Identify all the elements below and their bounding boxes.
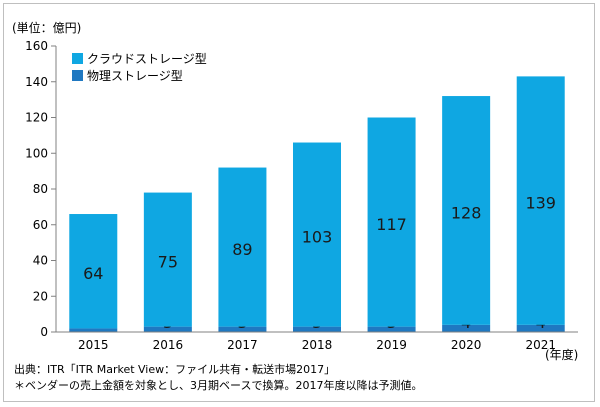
bars: 2643753893103311741284139 [69,76,565,332]
x-axis: 2015 2016 2017 2018 2019 2020 2021 [56,331,578,352]
y-tick-label: 20 [33,289,48,303]
data-label-cloud-2016: 75 [158,253,178,272]
data-label-cloud-2018: 103 [302,228,333,247]
y-tick-label: 0 [40,325,48,339]
data-label-cloud-2021: 139 [525,194,556,213]
x-tick-label-2018: 2018 [302,338,333,352]
footnote: ＊ベンダーの売上金額を対象とし、3月期ベースで換算。2017年度以降は予測値。 [14,379,423,392]
x-tick-label-2020: 2020 [451,338,482,352]
bar-segment-cloud-2016 [143,192,192,327]
bar-segment-physical-2017 [218,326,267,332]
y-tick-label: 60 [33,218,48,232]
data-label-cloud-2019: 117 [376,215,407,234]
bar-segment-physical-2020 [442,324,491,332]
legend-label-cloud: クラウドストレージ型 [87,52,207,66]
bar-segment-cloud-2017 [218,167,267,327]
x-unit-label: (年度) [545,347,578,362]
y-tick-label: 160 [25,39,48,53]
y-tick-label: 40 [33,254,48,268]
legend-label-physical: 物理ストレージ型 [87,69,183,83]
bar-segment-physical-2015 [69,328,118,332]
y-tick-label: 80 [33,182,48,196]
y-tick-label: 120 [25,111,48,125]
bar-segment-cloud-2018 [293,142,341,327]
bar-segment-physical-2016 [143,326,192,332]
source-note: 出典：ITR「ITR Market View：ファイル共有・転送市場2017」 [14,363,336,376]
bar-segment-physical-2018 [293,326,341,332]
bar-segment-cloud-2015 [69,214,118,329]
bar-segment-physical-2019 [367,326,416,332]
data-label-cloud-2015: 64 [83,264,103,283]
x-tick-label-2021: 2021 [525,338,556,352]
data-label-cloud-2017: 89 [232,240,252,259]
y-unit-label: (単位：億円) [12,20,81,35]
x-tick-label-2017: 2017 [227,338,258,352]
x-tick-label-2019: 2019 [376,338,407,352]
y-tick-label: 100 [25,146,48,160]
y-tick-label: 140 [25,75,48,89]
y-axis: 0 20 40 60 80 100 120 140 160 [25,39,57,339]
legend-swatch-cloud [72,53,83,64]
bar-segment-cloud-2021 [516,76,565,325]
x-tick-label-2016: 2016 [153,338,184,352]
bar-segment-cloud-2019 [367,117,416,327]
x-tick-label-2015: 2015 [78,338,109,352]
bar-segment-cloud-2020 [442,96,491,325]
data-label-cloud-2020: 128 [451,203,482,222]
bar-segment-physical-2021 [516,324,565,332]
legend-swatch-physical [72,70,83,81]
